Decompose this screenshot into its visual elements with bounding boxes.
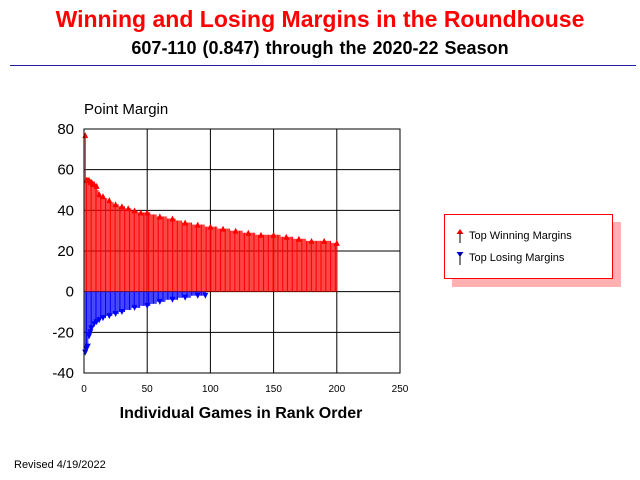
bars-layer bbox=[82, 132, 340, 356]
win-marker bbox=[270, 231, 277, 238]
loss-marker bbox=[169, 296, 176, 303]
legend-item-wins: Top Winning Margins bbox=[455, 229, 572, 243]
win-marker bbox=[156, 213, 163, 220]
y-tick-label: 0 bbox=[66, 284, 74, 301]
win-marker bbox=[137, 209, 144, 216]
plot-frame bbox=[83, 128, 401, 374]
loss-marker bbox=[82, 349, 89, 356]
win-marker bbox=[112, 201, 119, 208]
loss-marker bbox=[84, 343, 91, 350]
y-tick-label: 20 bbox=[57, 243, 74, 260]
loss-marker bbox=[86, 333, 93, 340]
chart-subtitle: 607-110 (0.847) through the 2020-22 Seas… bbox=[131, 38, 509, 58]
x-tick-label: 50 bbox=[142, 384, 154, 395]
x-axis-label: Individual Games in Rank Order bbox=[120, 405, 363, 422]
win-marker bbox=[131, 207, 138, 214]
loss-marker bbox=[194, 292, 201, 299]
win-marker bbox=[96, 191, 103, 198]
win-marker bbox=[333, 239, 340, 246]
down-arrow-icon bbox=[455, 251, 465, 265]
header-divider bbox=[10, 65, 636, 66]
win-marker bbox=[194, 221, 201, 228]
win-marker bbox=[321, 237, 328, 244]
win-marker bbox=[245, 229, 252, 236]
legend-label-wins: Top Winning Margins bbox=[469, 230, 572, 242]
win-marker bbox=[106, 197, 113, 204]
win-marker bbox=[295, 235, 302, 242]
loss-marker bbox=[96, 317, 103, 324]
legend-label-losses: Top Losing Margins bbox=[469, 252, 565, 264]
legend: Top Winning Margins Top Losing Margins bbox=[444, 214, 613, 279]
win-marker bbox=[220, 225, 227, 232]
win-marker bbox=[93, 182, 100, 189]
win-marker bbox=[144, 209, 151, 216]
x-tick-label: 250 bbox=[392, 384, 409, 395]
loss-marker bbox=[106, 313, 113, 320]
axes-layer: -40 -20 0 20 40 60 80 0 50 100 150 200 250 bbox=[52, 121, 408, 395]
win-marker bbox=[257, 231, 264, 238]
y-tick-label: 60 bbox=[57, 162, 74, 179]
up-arrow-icon bbox=[455, 229, 465, 243]
x-tick-label: 0 bbox=[81, 384, 87, 395]
loss-marker bbox=[156, 298, 163, 305]
win-marker bbox=[308, 237, 315, 244]
y-tick-label: -40 bbox=[52, 365, 74, 382]
win-marker bbox=[207, 223, 214, 230]
win-marker bbox=[182, 219, 189, 226]
y-axis-label: Point Margin bbox=[84, 101, 168, 118]
loss-marker bbox=[131, 304, 138, 311]
x-tick-label: 150 bbox=[265, 384, 282, 395]
x-tick-label: 200 bbox=[328, 384, 345, 395]
win-marker bbox=[118, 203, 125, 210]
x-tick-label: 100 bbox=[202, 384, 219, 395]
legend-item-losses: Top Losing Margins bbox=[455, 251, 564, 265]
y-tick-label: 80 bbox=[57, 121, 74, 138]
win-marker bbox=[82, 132, 89, 139]
loss-marker bbox=[87, 329, 94, 336]
win-marker bbox=[99, 193, 106, 200]
y-tick-label: 40 bbox=[57, 202, 74, 219]
win-marker bbox=[232, 227, 239, 234]
loss-marker bbox=[144, 302, 151, 309]
loss-marker bbox=[88, 325, 95, 332]
chart-title: Winning and Losing Margins in the Roundh… bbox=[55, 6, 585, 32]
margin-chart: -40 -20 0 20 40 60 80 0 50 100 150 200 250 Point Mar… bbox=[52, 101, 408, 422]
loss-marker bbox=[202, 292, 209, 299]
loss-marker bbox=[118, 309, 125, 315]
loss-marker bbox=[112, 311, 119, 318]
loss-marker bbox=[182, 294, 189, 301]
win-marker bbox=[283, 233, 290, 240]
win-marker bbox=[169, 215, 176, 222]
win-marker bbox=[125, 205, 132, 212]
y-tick-label: -20 bbox=[52, 324, 74, 341]
loss-marker bbox=[99, 315, 106, 322]
revised-date: Revised 4/19/2022 bbox=[14, 459, 106, 471]
